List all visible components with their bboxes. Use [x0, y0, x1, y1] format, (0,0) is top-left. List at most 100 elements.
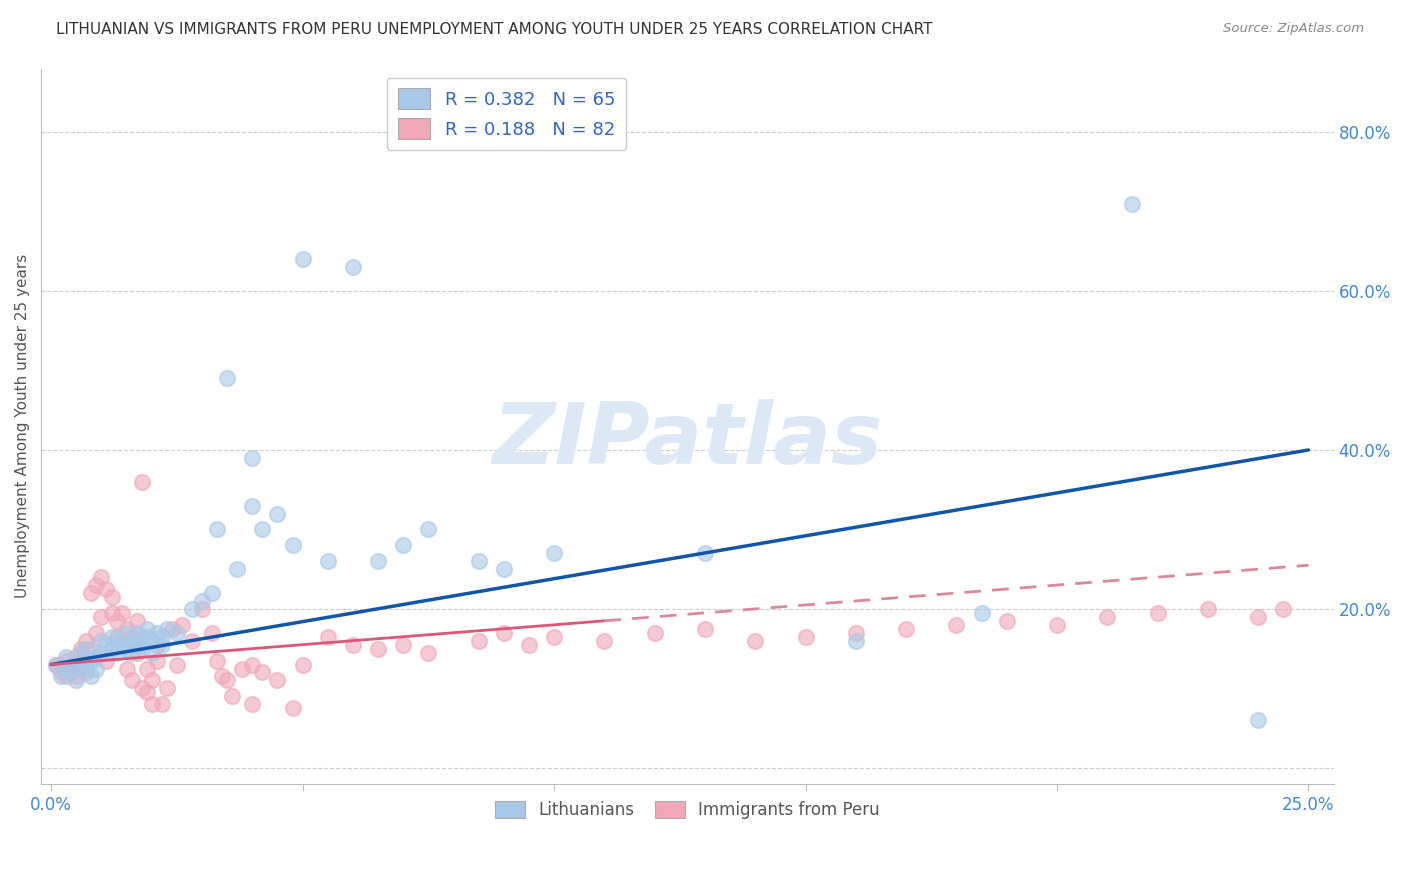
Point: [55, 649, 77, 664]
Point: [1247, 713, 1270, 727]
Point: [945, 617, 967, 632]
Point: [894, 622, 917, 636]
Text: LITHUANIAN VS IMMIGRANTS FROM PERU UNEMPLOYMENT AMONG YOUTH UNDER 25 YEARS CORRE: LITHUANIAN VS IMMIGRANTS FROM PERU UNEMP…: [56, 22, 932, 37]
Point: [115, 641, 138, 656]
Point: [191, 594, 214, 608]
Point: [131, 681, 153, 696]
Point: [1121, 196, 1143, 211]
Point: [492, 562, 515, 576]
Point: [170, 617, 193, 632]
Point: [342, 638, 364, 652]
Point: [221, 690, 243, 704]
Point: [217, 371, 239, 385]
Point: [70, 641, 93, 656]
Point: [1146, 606, 1168, 620]
Point: [110, 638, 132, 652]
Point: [55, 669, 77, 683]
Point: [60, 665, 83, 680]
Point: [96, 582, 118, 596]
Point: [316, 554, 339, 568]
Point: [135, 661, 157, 675]
Point: [342, 260, 364, 275]
Point: [467, 554, 489, 568]
Point: [141, 673, 163, 688]
Point: [110, 638, 132, 652]
Point: [115, 625, 138, 640]
Point: [240, 499, 263, 513]
Point: [205, 654, 228, 668]
Legend: Lithuanians, Immigrants from Peru: Lithuanians, Immigrants from Peru: [488, 794, 886, 825]
Point: [492, 625, 515, 640]
Point: [794, 630, 817, 644]
Point: [65, 654, 87, 668]
Point: [135, 685, 157, 699]
Point: [217, 673, 239, 688]
Point: [693, 546, 716, 560]
Point: [86, 649, 108, 664]
Point: [80, 641, 103, 656]
Point: [205, 523, 228, 537]
Point: [970, 606, 993, 620]
Point: [392, 638, 415, 652]
Point: [392, 538, 415, 552]
Point: [125, 638, 148, 652]
Point: [141, 698, 163, 712]
Point: [45, 657, 67, 672]
Point: [543, 630, 565, 644]
Point: [55, 654, 77, 668]
Point: [70, 661, 93, 675]
Point: [146, 625, 169, 640]
Point: [80, 669, 103, 683]
Point: [166, 657, 188, 672]
Point: [141, 633, 163, 648]
Point: [266, 507, 288, 521]
Point: [51, 669, 73, 683]
Point: [51, 665, 73, 680]
Point: [367, 641, 389, 656]
Point: [150, 698, 173, 712]
Point: [65, 673, 87, 688]
Point: [160, 622, 183, 636]
Point: [181, 633, 204, 648]
Point: [231, 661, 253, 675]
Point: [75, 665, 97, 680]
Point: [70, 646, 93, 660]
Point: [150, 638, 173, 652]
Point: [1247, 610, 1270, 624]
Point: [135, 630, 157, 644]
Point: [1097, 610, 1119, 624]
Point: [418, 646, 440, 660]
Point: [131, 641, 153, 656]
Point: [252, 665, 274, 680]
Point: [135, 622, 157, 636]
Point: [517, 638, 540, 652]
Point: [418, 523, 440, 537]
Point: [125, 625, 148, 640]
Point: [125, 614, 148, 628]
Point: [86, 578, 108, 592]
Point: [240, 450, 263, 465]
Point: [45, 657, 67, 672]
Point: [90, 633, 112, 648]
Point: [252, 523, 274, 537]
Point: [1272, 602, 1295, 616]
Point: [131, 630, 153, 644]
Point: [100, 641, 122, 656]
Point: [316, 630, 339, 644]
Point: [100, 590, 122, 604]
Point: [115, 661, 138, 675]
Point: [146, 638, 169, 652]
Point: [1197, 602, 1219, 616]
Point: [86, 661, 108, 675]
Point: [156, 622, 179, 636]
Text: ZIPatlas: ZIPatlas: [492, 399, 883, 482]
Point: [181, 602, 204, 616]
Point: [201, 586, 224, 600]
Point: [226, 562, 249, 576]
Point: [146, 654, 169, 668]
Point: [845, 625, 868, 640]
Point: [593, 633, 616, 648]
Point: [266, 673, 288, 688]
Point: [240, 698, 263, 712]
Point: [1046, 617, 1069, 632]
